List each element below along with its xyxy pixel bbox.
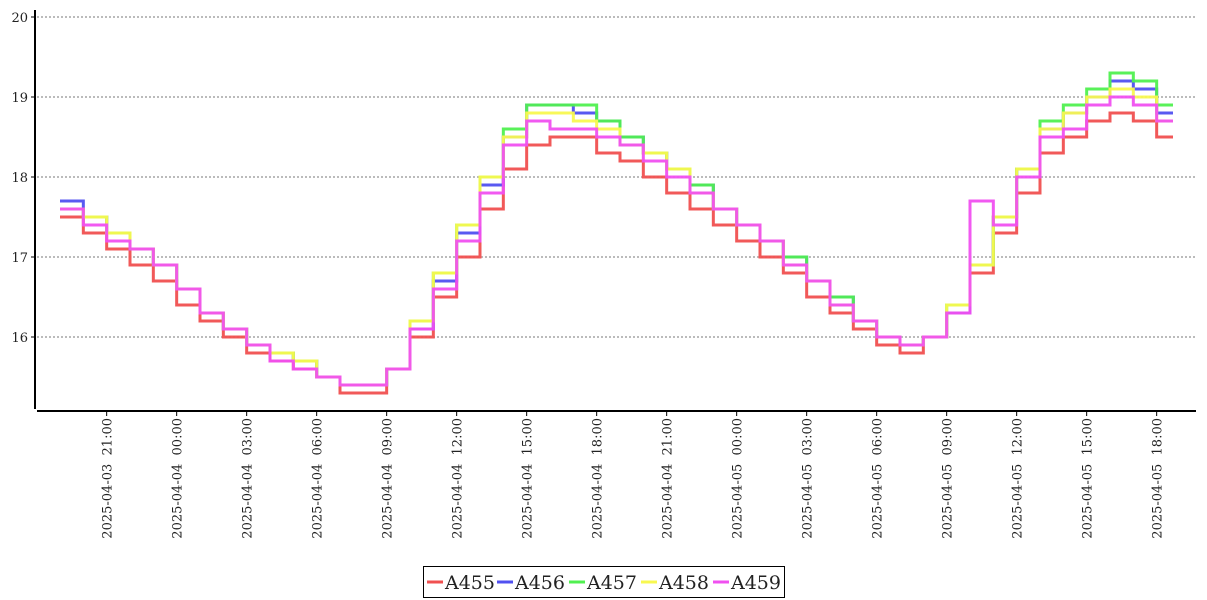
legend-label: A455 [444, 572, 495, 594]
y-tick-label: 17 [11, 251, 28, 266]
x-tick-label: 2025-04-05 15:00 [1081, 418, 1096, 539]
legend-label: A456 [514, 572, 565, 594]
y-tick-label: 20 [11, 11, 28, 26]
legend: A455 A456 A457 A458 A459 [423, 566, 785, 598]
legend-label: A457 [586, 572, 637, 594]
x-tick-label: 2025-04-05 09:00 [941, 418, 956, 539]
series-lines [60, 71, 1173, 395]
x-tick-label: 2025-04-05 12:00 [1011, 418, 1026, 539]
x-tick-label: 2025-04-03 21:00 [101, 418, 116, 539]
series-line-a459 [60, 95, 1173, 387]
x-tick-label: 2025-04-04 21:00 [661, 418, 676, 539]
x-tick-label: 2025-04-05 00:00 [731, 418, 746, 539]
x-tick-label: 2025-04-05 03:00 [801, 418, 816, 539]
x-tick-label: 2025-04-04 06:00 [311, 418, 326, 539]
legend-label: A458 [658, 572, 709, 594]
x-tick-label: 2025-04-05 06:00 [871, 418, 886, 539]
x-tick-label: 2025-04-04 00:00 [171, 418, 186, 539]
y-tick-label: 19 [11, 91, 28, 106]
y-tick-label: 18 [11, 171, 28, 186]
x-tick-label: 2025-04-05 18:00 [1151, 418, 1166, 539]
series-line-a455 [60, 111, 1173, 395]
x-tick-label: 2025-04-04 03:00 [241, 418, 256, 539]
y-tick-label: 16 [11, 331, 28, 346]
legend-label: A459 [730, 572, 781, 594]
x-tick-label: 2025-04-04 09:00 [381, 418, 396, 539]
x-tick-label: 2025-04-04 15:00 [521, 418, 536, 539]
series-line-a458 [60, 87, 1173, 387]
x-tick-label: 2025-04-04 18:00 [591, 418, 606, 539]
x-axis-ticks: 2025-04-03 21:00 2025-04-04 00:00 2025-04-… [101, 411, 1166, 539]
x-tick-label: 2025-04-04 12:00 [451, 418, 466, 539]
y-axis-ticks: 16 17 18 19 20 [11, 11, 35, 346]
